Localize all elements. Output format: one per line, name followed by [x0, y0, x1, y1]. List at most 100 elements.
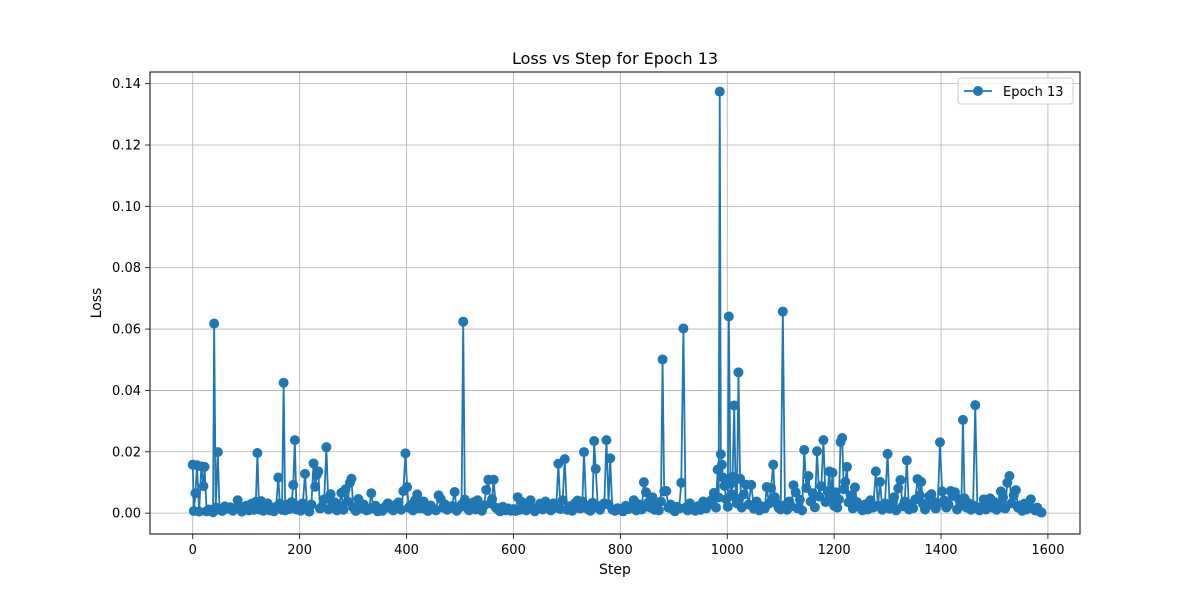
data-point	[943, 499, 954, 510]
x-axis-label: Step	[599, 562, 631, 578]
data-point	[458, 316, 469, 327]
data-point	[653, 505, 664, 516]
legend-dot-marker	[973, 86, 983, 96]
data-point	[733, 367, 744, 378]
data-point	[198, 481, 209, 492]
data-point	[895, 475, 906, 486]
series-epoch-13	[187, 86, 1047, 518]
data-point	[1025, 494, 1036, 505]
data-point	[310, 481, 321, 492]
x-tick-label: 800	[608, 543, 633, 558]
data-point	[579, 447, 589, 458]
data-point	[289, 435, 300, 446]
data-point	[818, 435, 829, 446]
data-point	[722, 501, 733, 512]
data-point	[746, 479, 757, 490]
y-tick-label: 0.08	[112, 261, 141, 276]
data-point	[799, 444, 810, 455]
data-point	[841, 461, 852, 472]
x-tick-label: 1200	[818, 543, 851, 558]
data-point	[487, 494, 498, 505]
data-point	[647, 492, 658, 503]
data-point	[914, 490, 925, 501]
y-tick-label: 0.00	[112, 507, 141, 522]
data-point	[794, 494, 805, 505]
data-point	[678, 323, 689, 334]
data-point	[893, 483, 904, 494]
y-tick-label: 0.10	[112, 200, 141, 215]
data-point	[400, 448, 411, 459]
data-point	[601, 435, 612, 446]
data-point	[636, 504, 647, 515]
data-point	[589, 436, 600, 447]
data-point	[209, 318, 220, 329]
data-point	[300, 468, 310, 479]
y-axis-label: Loss	[89, 288, 105, 319]
data-point	[325, 489, 336, 500]
x-tick-label: 200	[287, 543, 312, 558]
data-point	[711, 502, 722, 513]
data-point	[837, 432, 848, 443]
data-point	[366, 488, 377, 499]
data-point	[970, 400, 981, 411]
data-point	[481, 484, 492, 495]
data-point	[190, 488, 201, 499]
data-point	[998, 492, 1009, 503]
data-point	[934, 437, 945, 448]
data-point	[273, 472, 284, 483]
data-point	[288, 479, 299, 490]
data-point	[1036, 507, 1047, 518]
y-axis-ticks: 0.00 0.02 0.04 0.06 0.08 0.10 0.12 0.14	[112, 77, 150, 522]
data-point	[727, 471, 738, 482]
data-point	[957, 414, 968, 425]
data-point	[937, 486, 948, 497]
data-point	[306, 499, 317, 510]
data-point	[278, 377, 289, 388]
data-point	[321, 442, 332, 453]
data-point	[845, 490, 856, 501]
data-point	[777, 306, 788, 317]
x-tick-label: 600	[501, 543, 526, 558]
data-point	[797, 505, 808, 516]
x-tick-label: 400	[394, 543, 419, 558]
data-point	[715, 449, 726, 460]
data-point	[252, 448, 263, 459]
data-point	[338, 504, 349, 515]
data-point	[716, 459, 727, 470]
data-point	[763, 498, 774, 509]
plot-frame	[149, 71, 1081, 535]
data-point	[870, 466, 881, 477]
data-point	[590, 463, 601, 474]
data-point	[849, 482, 860, 493]
data-point	[559, 454, 570, 465]
data-point	[768, 459, 779, 470]
y-tick-label: 0.06	[112, 323, 141, 338]
data-point	[713, 492, 724, 503]
data-point	[833, 494, 844, 505]
data-point	[199, 461, 210, 472]
data-point	[412, 489, 423, 500]
x-tick-label: 1400	[924, 543, 957, 558]
data-point	[882, 448, 893, 459]
data-point	[840, 476, 851, 487]
y-tick-label: 0.02	[112, 445, 141, 460]
data-point	[1010, 485, 1021, 496]
data-point	[449, 486, 460, 497]
x-tick-label: 1600	[1031, 543, 1064, 558]
y-tick-label: 0.12	[112, 139, 141, 154]
data-point	[605, 453, 616, 464]
data-point	[714, 86, 725, 97]
data-point	[803, 471, 814, 482]
data-point	[729, 400, 740, 411]
data-point	[916, 476, 927, 487]
data-point	[676, 477, 687, 488]
data-point	[738, 489, 749, 500]
data-point	[790, 487, 801, 498]
y-tick-label: 0.14	[112, 77, 141, 92]
data-point	[875, 476, 886, 487]
chart-title: Loss vs Step for Epoch 13	[512, 49, 718, 68]
data-point	[901, 455, 912, 466]
y-tick-label: 0.04	[112, 384, 141, 399]
legend-label: Epoch 13	[1003, 85, 1063, 100]
